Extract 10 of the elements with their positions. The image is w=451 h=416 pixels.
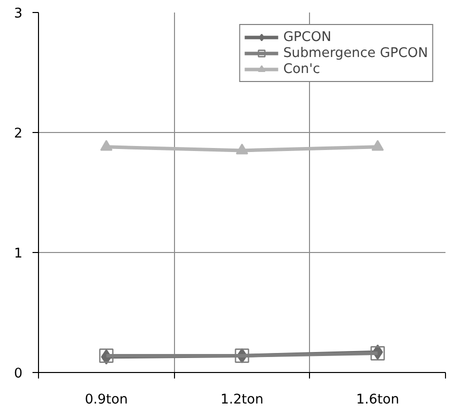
legend-label: Con'c xyxy=(283,61,320,77)
y-tick-label: 2 xyxy=(14,126,23,142)
y-tick-label: 3 xyxy=(14,6,23,22)
x-tick-label: 1.6ton xyxy=(356,392,400,408)
x-tick-label: 1.2ton xyxy=(220,392,264,408)
legend-label: Submergence GPCON xyxy=(283,45,428,61)
x-tick-label: 0.9ton xyxy=(84,392,128,408)
y-tick-label: 1 xyxy=(14,246,23,262)
legend-label: GPCON xyxy=(283,29,332,45)
y-tick-label: 0 xyxy=(14,366,23,382)
